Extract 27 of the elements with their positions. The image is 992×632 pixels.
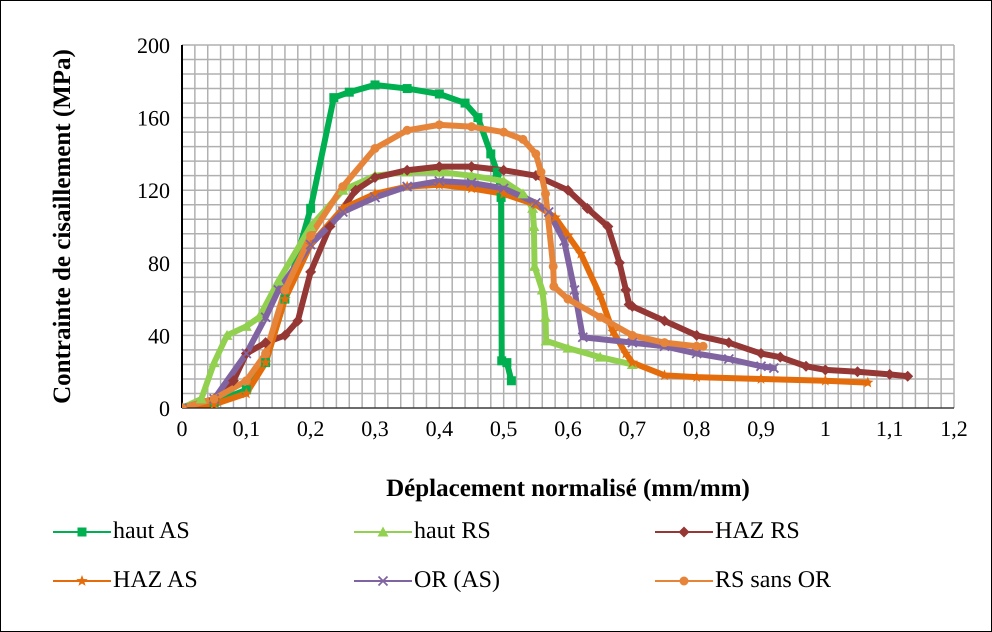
x-tick-label: 0,6 xyxy=(554,416,582,441)
y-tick-label: 40 xyxy=(148,323,170,348)
x-tick-label: 1 xyxy=(820,416,831,441)
y-tick-label: 160 xyxy=(137,106,170,131)
x-tick-label: 0,4 xyxy=(426,416,454,441)
legend-label: OR (AS) xyxy=(414,567,500,594)
legend-label: RS sans OR xyxy=(715,567,832,594)
x-tick-label: 0,7 xyxy=(618,416,646,441)
x-tick-label: 0,3 xyxy=(361,416,389,441)
legend-label: haut RS xyxy=(414,518,491,545)
x-tick-label: 1,1 xyxy=(876,416,904,441)
y-tick-label: 0 xyxy=(159,396,170,421)
y-tick-label: 200 xyxy=(137,33,170,58)
legend-label: HAZ RS xyxy=(715,518,800,545)
legend-label: haut AS xyxy=(113,518,190,545)
x-tick-label: 1,2 xyxy=(940,416,968,441)
x-tick-label: 0,2 xyxy=(296,416,324,441)
x-tick-label: 0,9 xyxy=(747,416,775,441)
x-tick-label: 0,8 xyxy=(682,416,710,441)
legend-label: HAZ AS xyxy=(113,567,198,594)
x-tick-label: 0,1 xyxy=(232,416,260,441)
y-axis-title: Contrainte de cisaillement (MPa) xyxy=(48,49,76,404)
x-tick-label: 0 xyxy=(176,416,188,441)
x-axis-title: Déplacement normalisé (mm/mm) xyxy=(386,475,750,502)
y-tick-label: 120 xyxy=(137,178,170,204)
x-tick-label: 0,5 xyxy=(490,416,518,441)
y-tick-label: 80 xyxy=(148,250,170,276)
